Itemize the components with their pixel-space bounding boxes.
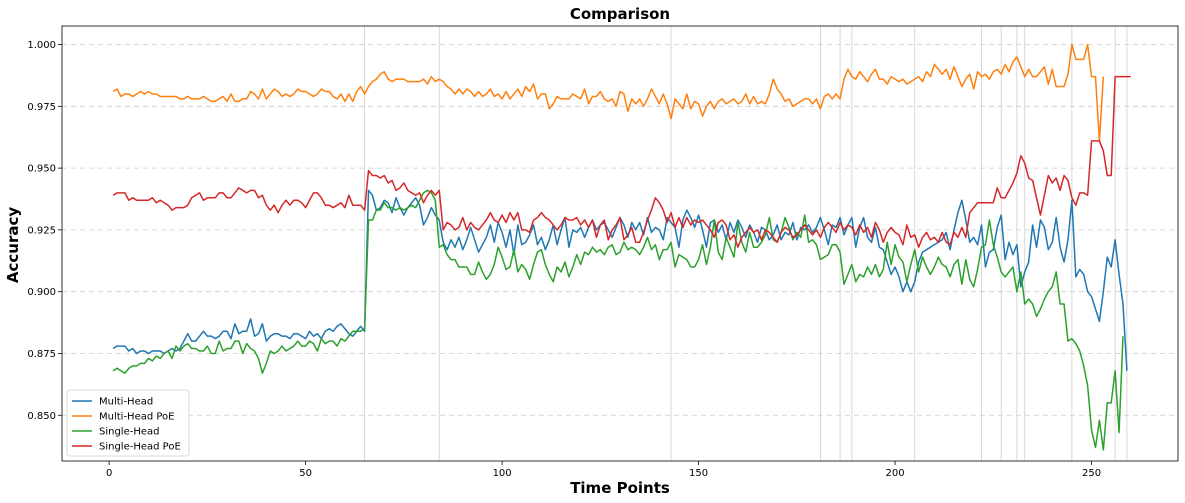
y-tick-label: 0.875: [27, 349, 56, 360]
axes-frame: [61, 25, 1179, 462]
x-tick-label: 200: [886, 468, 905, 479]
x-tick-label: 100: [493, 468, 512, 479]
y-axis-label: Accuracy: [4, 207, 22, 283]
x-tick-label: 150: [689, 468, 708, 479]
legend-label: Multi-Head: [99, 397, 153, 408]
x-tick-label: 50: [299, 468, 312, 479]
chart-title: Comparison: [570, 5, 670, 23]
y-tick-label: 0.950: [27, 164, 56, 175]
legend-box: [66, 389, 190, 457]
y-tick-label: 0.900: [27, 287, 56, 298]
legend: Multi-Head Multi-Head PoE Single-Head Singl…: [66, 389, 190, 457]
y-tick-label: 1.000: [27, 40, 56, 51]
legend-label: Multi-Head PoE: [99, 412, 175, 423]
legend-label: Single-Head: [99, 427, 160, 438]
x-axis-label: Time Points: [570, 479, 670, 497]
legend-label: Single-Head PoE: [99, 442, 181, 453]
y-tick-label: 0.850: [27, 411, 56, 422]
x-tick-label: 0: [106, 468, 112, 479]
plot-area: 0 50 100 150 200 250 0.850 0.875 0.900 0.925 0.950…: [27, 25, 1179, 479]
y-tick-label: 0.975: [27, 102, 56, 113]
x-tick-label: 250: [1082, 468, 1101, 479]
series-line-single-head: [112, 189, 1124, 451]
series-line-multi-head-poe: [112, 43, 1105, 142]
y-tick-label: 0.925: [27, 225, 56, 236]
series-line-single-head-poe: [112, 75, 1131, 248]
